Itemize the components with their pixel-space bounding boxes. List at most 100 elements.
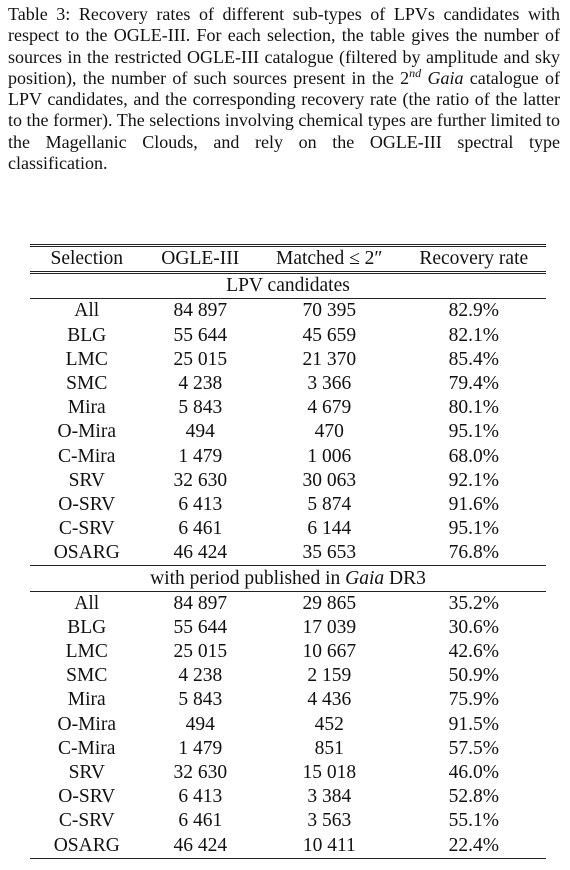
table-cell: 46.0%: [448, 762, 499, 784]
table-row: C-Mira 1 479 851 57.5%: [30, 737, 546, 761]
table-cell: 5 874: [307, 493, 352, 515]
caption-text: 2: [400, 67, 410, 88]
table-cell: O-Mira: [57, 713, 116, 735]
table-cell: 10 411: [302, 834, 356, 856]
table-cell: O-SRV: [58, 786, 116, 808]
table-row: OSARG 46 424 35 653 76.8%: [30, 541, 546, 566]
table-row: C-SRV 6 461 3 563 55.1%: [30, 809, 546, 833]
table-cell: 68.0%: [448, 445, 499, 467]
table-cell: 5 843: [178, 689, 223, 711]
table-cell: 4 238: [178, 373, 223, 395]
table-cell: 452: [314, 713, 344, 735]
table-cell: 91.6%: [448, 493, 499, 515]
table-cell: 6 413: [178, 493, 223, 515]
table-row: C-SRV 6 461 6 144 95.1%: [30, 517, 546, 541]
table-cell: 1 006: [307, 445, 352, 467]
caption-text: catalogue of LPV candidates, and the cor…: [8, 67, 561, 174]
table-cell: SMC: [66, 373, 108, 395]
table-row: OSARG 46 424 10 411 22.4%: [30, 834, 546, 859]
table-cell: LMC: [65, 641, 108, 663]
table-cell: BLG: [67, 324, 107, 346]
table-cell: 32 630: [173, 469, 228, 491]
table-cell: 79.4%: [448, 373, 499, 395]
table-row: Mira 5 843 4 436 75.9%: [30, 688, 546, 712]
table-cell: 6 461: [178, 810, 223, 832]
table-cell: OSARG: [53, 542, 120, 564]
table-cell: 46 424: [173, 542, 228, 564]
table-row: SRV 32 630 30 063 92.1%: [30, 469, 546, 493]
table-cell: 1 479: [178, 445, 223, 467]
table-cell: 57.5%: [448, 737, 499, 759]
table-cell: 21 370: [302, 348, 357, 370]
table-cell: 82.1%: [448, 324, 499, 346]
table-cell: 75.9%: [448, 689, 499, 711]
table-cell: 851: [314, 737, 344, 759]
table-cell: LMC: [65, 348, 108, 370]
table-cell: 80.1%: [448, 397, 499, 419]
table-row: O-SRV 6 413 3 384 52.8%: [30, 785, 546, 809]
table-cell: 5 843: [178, 397, 223, 419]
table-cell: 494: [185, 421, 215, 443]
table-cell: 30 063: [302, 469, 357, 491]
table-cell: 70 395: [302, 300, 357, 322]
table-cell: 55.1%: [448, 810, 499, 832]
table-cell: 95.1%: [448, 421, 499, 443]
table-cell: 4 436: [307, 689, 352, 711]
header-cell: OGLE-III: [161, 248, 240, 270]
table-cell: SMC: [66, 665, 108, 687]
table-cell: Mira: [67, 689, 106, 711]
table-cell: 3 563: [307, 810, 352, 832]
section-title: with period published in Gaia DR3: [30, 566, 546, 591]
table-row: C-Mira 1 479 1 006 68.0%: [30, 445, 546, 469]
table-cell: 10 667: [302, 641, 357, 663]
table-cell: 46 424: [173, 834, 228, 856]
table-cell: 1 479: [178, 737, 223, 759]
table-cell: 25 015: [173, 641, 228, 663]
table-row: BLG 55 644 17 039 30.6%: [30, 616, 546, 640]
table-row: SRV 32 630 15 018 46.0%: [30, 761, 546, 785]
table-row: All 84 897 29 865 35.2%: [30, 591, 546, 616]
table-cell: 6 413: [178, 786, 223, 808]
table-cell: 29 865: [302, 592, 357, 614]
table-cell: All: [74, 592, 100, 614]
table-cell: 17 039: [302, 616, 357, 638]
section-title: LPV candidates: [30, 273, 546, 299]
section-row: with period published in Gaia DR3: [30, 565, 546, 592]
table-cell: 4 679: [307, 397, 352, 419]
table-cell: 32 630: [173, 762, 228, 784]
table-cell: SRV: [68, 762, 105, 784]
section-title-text: with period published in: [150, 567, 346, 589]
section-row: LPV candidates: [30, 273, 546, 299]
table-cell: O-SRV: [58, 493, 116, 515]
table-cell: 91.5%: [448, 713, 499, 735]
header-row: Selection OGLE-III Matched ≤ 2″ Recovery ra…: [30, 245, 546, 273]
table-cell: BLG: [67, 616, 107, 638]
caption-italic: Gaia: [427, 67, 464, 88]
table-cell: 95.1%: [448, 518, 499, 540]
table-cell: 470: [314, 421, 344, 443]
table-cell: 3 366: [307, 373, 352, 395]
table-cell: 4 238: [178, 665, 223, 687]
table-cell: 30.6%: [448, 616, 499, 638]
table-cell: C-Mira: [58, 737, 116, 759]
table-row: All 84 897 70 395 82.9%: [30, 299, 546, 324]
table-cell: 2 159: [307, 665, 352, 687]
table-row: O-Mira 494 470 95.1%: [30, 420, 546, 444]
section-title-text: Gaia: [345, 567, 385, 589]
table-cell: 52.8%: [448, 786, 499, 808]
table-cell: SRV: [68, 469, 105, 491]
table-cell: 45 659: [302, 324, 357, 346]
header-cell: Recovery rate: [419, 248, 529, 270]
table-row: SMC 4 238 3 366 79.4%: [30, 372, 546, 396]
table-row: O-Mira 494 452 91.5%: [30, 713, 546, 737]
table-cell: 82.9%: [448, 300, 499, 322]
table-cell: C-Mira: [58, 445, 116, 467]
table-row: BLG 55 644 45 659 82.1%: [30, 324, 546, 348]
table-cell: 85.4%: [448, 348, 499, 370]
section: with period published in Gaia DR3 All 84 8…: [30, 565, 546, 859]
table-cell: C-SRV: [58, 518, 115, 540]
section: LPV candidates All 84 897 70 395 82.9% BLG 55 …: [30, 273, 546, 566]
table-cell: 50.9%: [448, 665, 499, 687]
table-cell: 76.8%: [448, 542, 499, 564]
header-cell: Selection: [50, 248, 124, 270]
